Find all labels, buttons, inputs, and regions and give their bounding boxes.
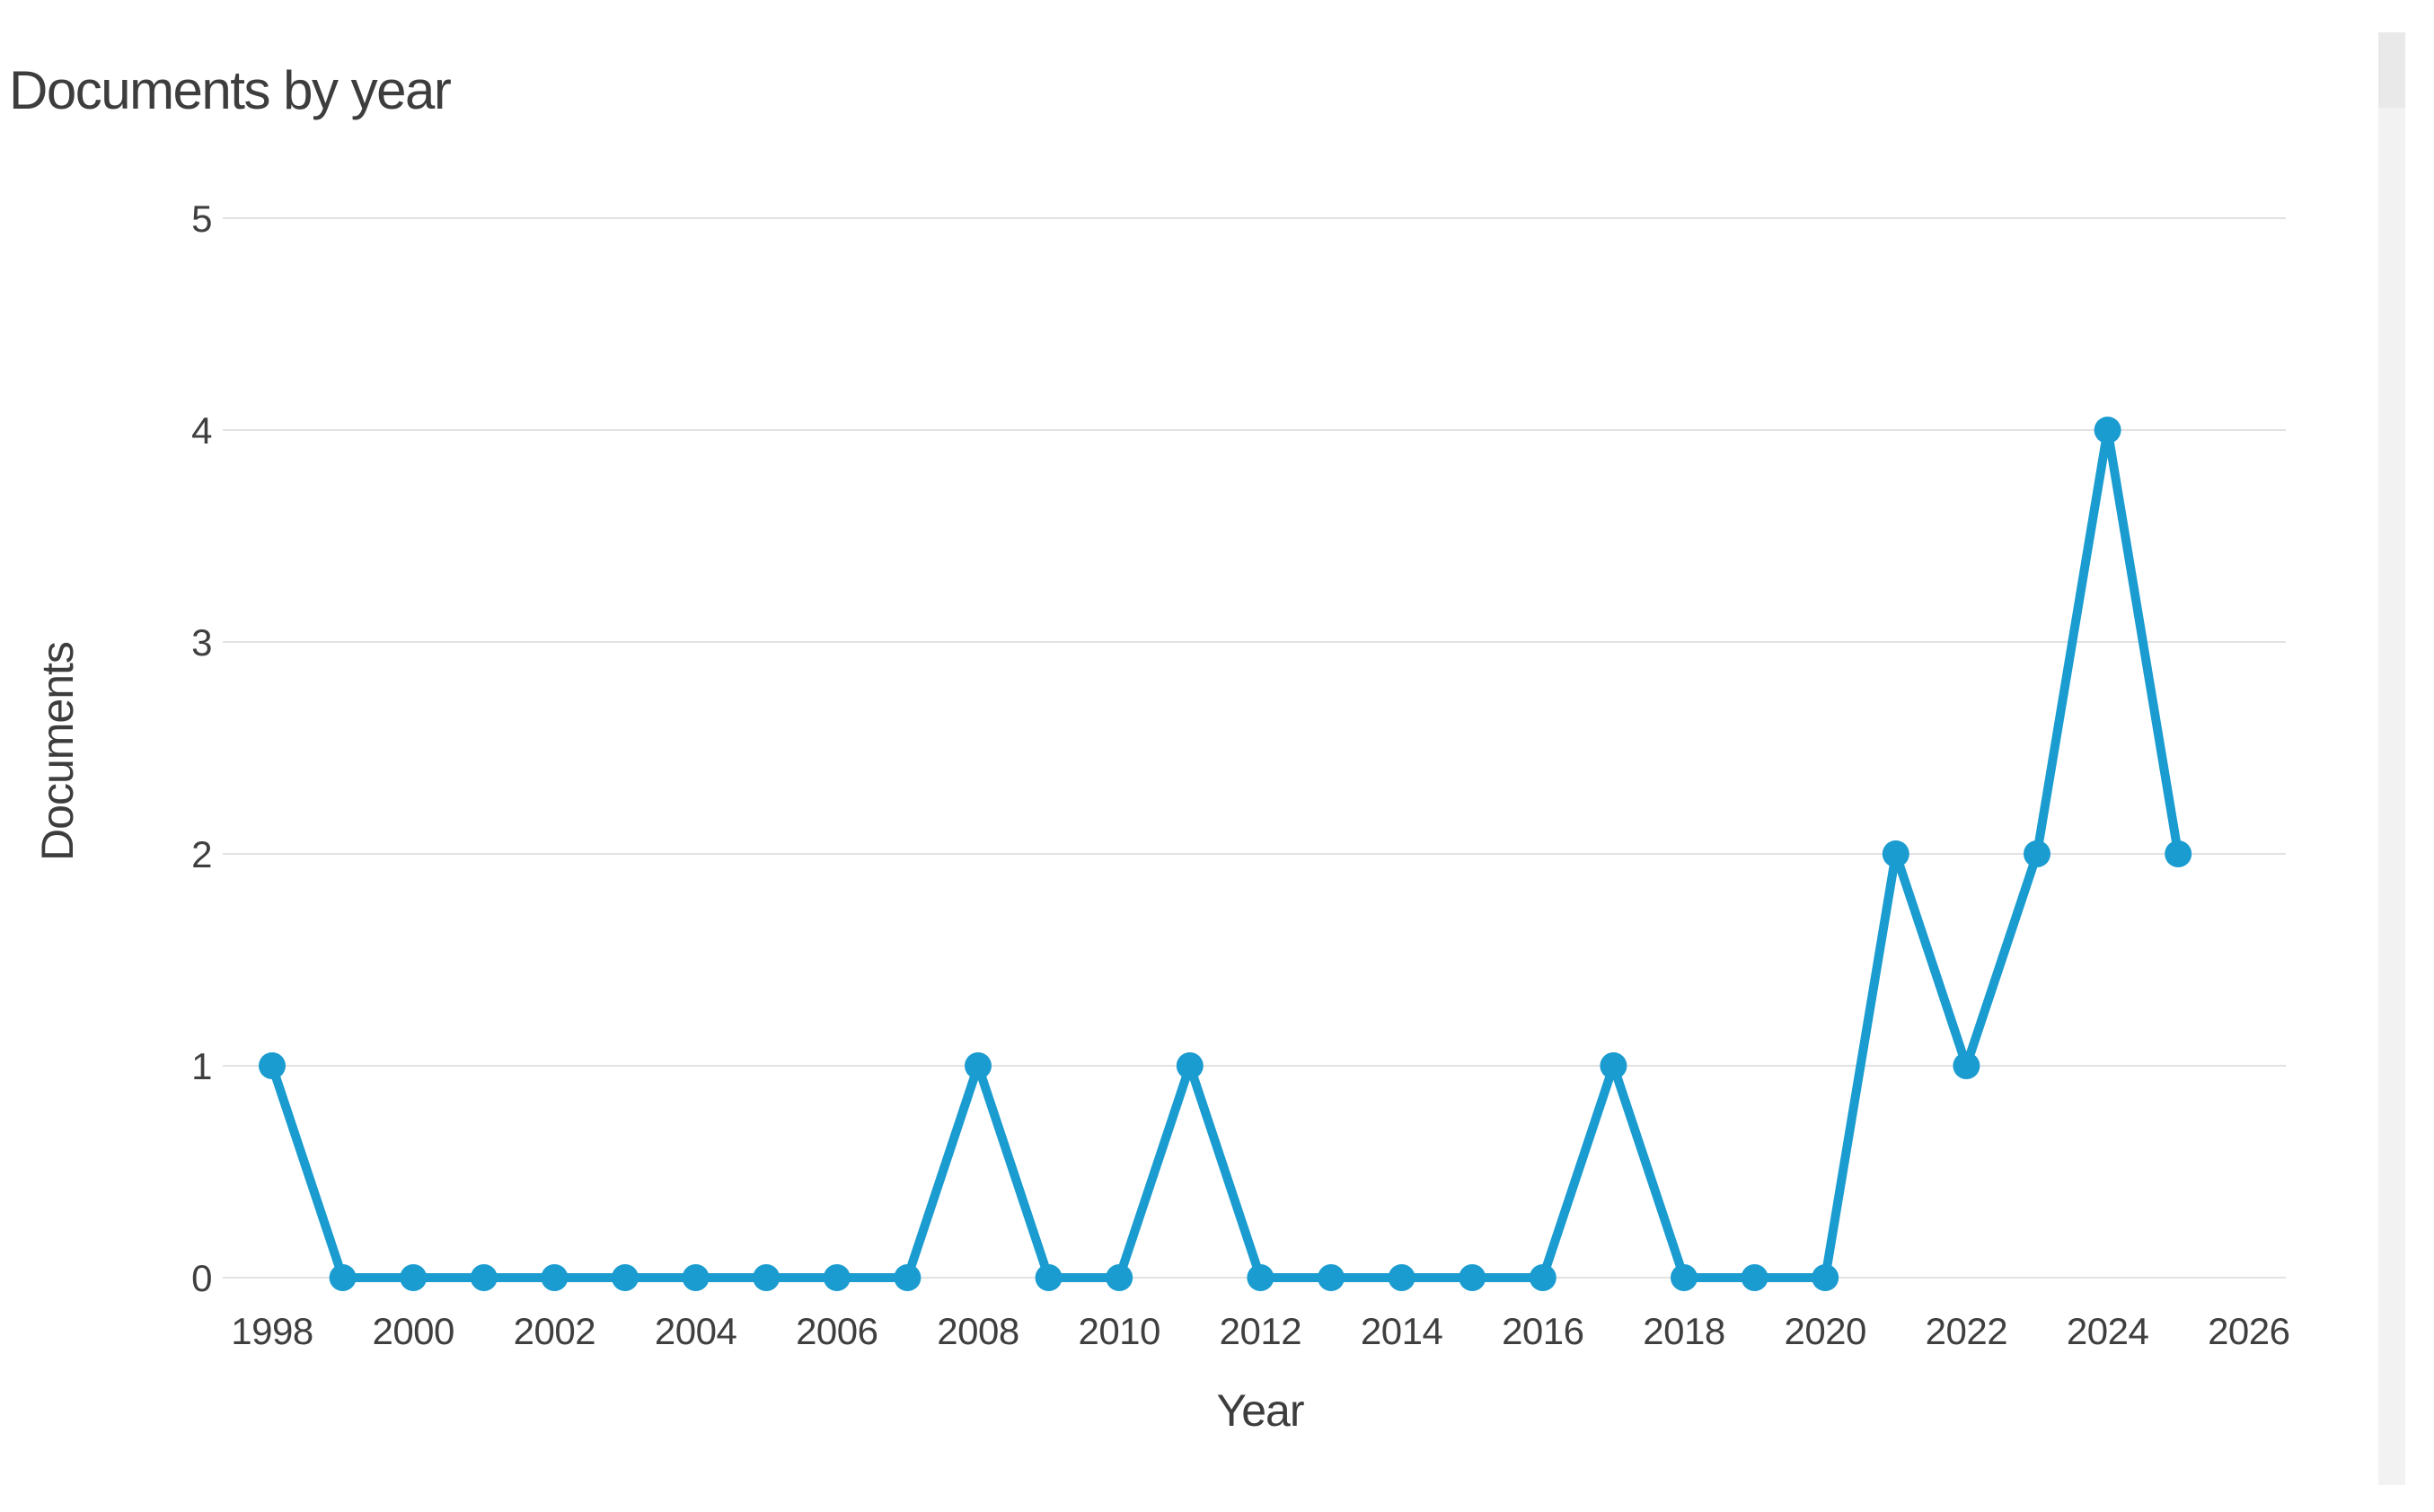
data-point-2012[interactable] — [1247, 1264, 1274, 1291]
data-point-2024[interactable] — [2094, 417, 2121, 444]
data-point-2008[interactable] — [965, 1052, 992, 1079]
x-tick-label-2008: 2008 — [937, 1310, 1019, 1352]
data-point-2009[interactable] — [1035, 1264, 1063, 1291]
x-tick-label-2026: 2026 — [2208, 1310, 2289, 1352]
x-tick-label-2018: 2018 — [1643, 1310, 1724, 1352]
data-point-2010[interactable] — [1106, 1264, 1133, 1291]
scrollbar-thumb[interactable] — [2378, 32, 2405, 108]
y-tick-label-5: 5 — [191, 198, 212, 240]
y-axis-title: Documents — [32, 642, 83, 861]
scrollbar-track[interactable] — [2378, 32, 2405, 1485]
x-tick-label-2016: 2016 — [1502, 1310, 1583, 1352]
data-point-2001[interactable] — [470, 1264, 498, 1291]
data-point-2015[interactable] — [1459, 1264, 1486, 1291]
data-point-2019[interactable] — [1741, 1264, 1768, 1291]
data-point-2014[interactable] — [1388, 1264, 1415, 1291]
x-tick-label-2006: 2006 — [796, 1310, 877, 1352]
documents-series-line — [268, 426, 2183, 1282]
data-point-2016[interactable] — [1529, 1264, 1557, 1291]
data-point-2002[interactable] — [541, 1264, 569, 1291]
data-point-2018[interactable] — [1671, 1264, 1698, 1291]
data-point-2020[interactable] — [1812, 1264, 1839, 1291]
x-tick-label-2014: 2014 — [1361, 1310, 1443, 1352]
x-axis-title: Year — [1216, 1385, 1304, 1436]
data-point-2023[interactable] — [2024, 840, 2050, 867]
data-point-2017[interactable] — [1600, 1052, 1627, 1079]
data-point-1998[interactable] — [259, 1052, 286, 1079]
x-tick-label-2022: 2022 — [1926, 1310, 2007, 1352]
data-point-2006[interactable] — [823, 1264, 851, 1291]
x-tick-label-2010: 2010 — [1078, 1310, 1160, 1352]
data-point-2025[interactable] — [2165, 840, 2192, 867]
x-tick-label-2004: 2004 — [655, 1310, 737, 1352]
data-point-1999[interactable] — [329, 1264, 357, 1291]
y-tick-label-4: 4 — [191, 409, 212, 452]
data-point-2011[interactable] — [1176, 1052, 1204, 1079]
data-point-2004[interactable] — [682, 1264, 710, 1291]
x-tick-label-2020: 2020 — [1784, 1310, 1865, 1352]
y-tick-label-3: 3 — [191, 621, 212, 664]
data-point-2005[interactable] — [753, 1264, 780, 1291]
y-tick-label-0: 0 — [191, 1257, 212, 1299]
data-point-2021[interactable] — [1882, 840, 1909, 867]
data-point-2003[interactable] — [612, 1264, 639, 1291]
y-tick-label-1: 1 — [191, 1045, 212, 1087]
x-tick-label-2002: 2002 — [514, 1310, 595, 1352]
data-point-2007[interactable] — [894, 1264, 922, 1291]
data-point-2022[interactable] — [1953, 1052, 1980, 1079]
chart-title: Documents by year — [9, 60, 452, 120]
x-tick-label-2000: 2000 — [372, 1310, 454, 1352]
data-point-2000[interactable] — [400, 1264, 428, 1291]
x-tick-label-2024: 2024 — [2067, 1310, 2149, 1352]
y-tick-label-2: 2 — [191, 833, 212, 875]
x-tick-label-2012: 2012 — [1220, 1310, 1301, 1352]
x-tick-label-1998: 1998 — [231, 1310, 313, 1352]
data-point-2013[interactable] — [1318, 1264, 1345, 1291]
